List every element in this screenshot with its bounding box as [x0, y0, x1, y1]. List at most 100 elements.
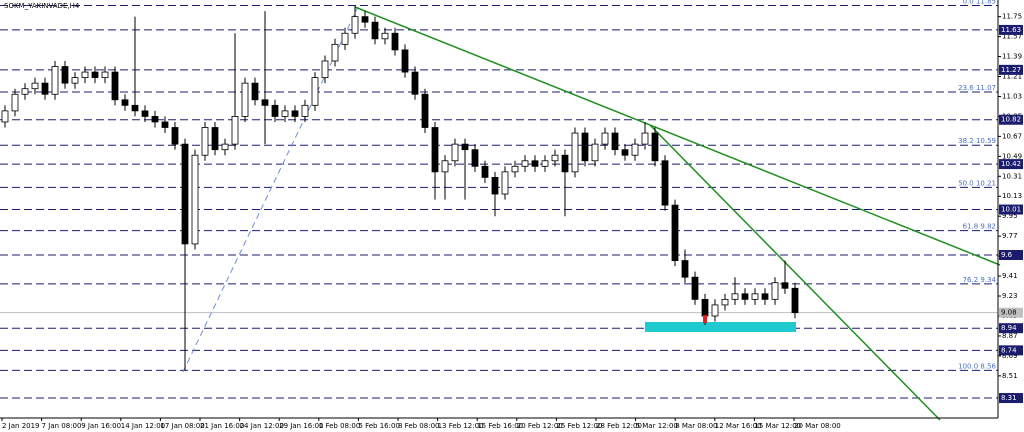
candle-body: [71, 77, 79, 84]
candle-body: [401, 49, 409, 73]
x-tick-label: 15 Mar 12:00: [754, 422, 801, 430]
x-tick-label: 8 Feb 08:00: [398, 422, 439, 430]
candle-body: [451, 143, 459, 162]
y-tick-label: 9.23: [1002, 292, 1018, 300]
level-label: 10.42: [1001, 160, 1021, 168]
x-tick-label: 1 Feb 08:00: [319, 422, 360, 430]
y-tick-label: 9.95: [1002, 212, 1018, 220]
candle-body: [661, 160, 669, 206]
y-tick-label: 10.67: [1002, 132, 1022, 140]
x-tick-label: 20 Mar 08:00: [794, 422, 841, 430]
marker: [703, 315, 707, 323]
y-tick-label: 11.21: [1002, 73, 1022, 81]
y-tick-label: 9.41: [1002, 272, 1018, 280]
candle-body: [211, 127, 219, 151]
y-tick-label: 10.49: [1002, 152, 1022, 160]
candle-body: [411, 71, 419, 95]
x-tick-label: 5 Mar 12:00: [636, 422, 678, 430]
candle-body: [141, 110, 149, 117]
trend-line: [354, 6, 1001, 266]
candle-body: [51, 66, 59, 95]
candle-body: [781, 282, 789, 289]
x-tick-label: 25 Feb 12:00: [556, 422, 602, 430]
candle-body: [271, 104, 279, 117]
candle-body: [221, 143, 229, 151]
candle-body: [351, 16, 359, 34]
candle-body: [301, 104, 309, 117]
y-tick-label: 8.69: [1002, 352, 1018, 360]
candle-body: [251, 82, 259, 101]
level-box: [999, 204, 1023, 215]
candle-body: [521, 160, 529, 167]
candle-body: [651, 132, 659, 162]
candle-body: [631, 143, 639, 156]
candle-body: [581, 132, 589, 162]
x-tick-label: 24 Jan 12:00: [240, 422, 284, 430]
candle-body: [471, 149, 479, 167]
candle-body: [571, 132, 579, 173]
y-tick-label: 8.87: [1002, 332, 1018, 340]
candle-body: [681, 260, 689, 278]
candle-body: [191, 154, 199, 245]
levels: [0, 5, 998, 399]
fib-label: 23.6 11.07: [958, 84, 996, 92]
candle-body: [41, 82, 49, 95]
candle-body: [231, 116, 239, 145]
level-label: 10.82: [1001, 116, 1021, 124]
x-tick-label: 12 Mar 16:00: [715, 422, 762, 430]
level-box: [999, 393, 1023, 404]
candle-body: [11, 93, 19, 112]
candle-body: [281, 110, 289, 117]
candle-body: [461, 143, 469, 151]
candle-body: [621, 149, 629, 156]
x-tick-label: 8 Mar 08:00: [675, 422, 717, 430]
fibo-line: [182, 6, 359, 373]
candle-body: [601, 132, 609, 145]
level-label: 8.31: [1001, 394, 1017, 402]
x-tick-label: 29 Jan 16:00: [279, 422, 323, 430]
candle-body: [121, 99, 129, 106]
y-tick-label: 11.75: [1002, 13, 1022, 21]
fib-label: 38.2 10.59: [958, 137, 996, 145]
price-box: [999, 307, 1023, 318]
candle-body: [241, 82, 249, 117]
x-tick-label: 7 Jan 08:00: [42, 422, 82, 430]
x-tick-label: 28 Feb 12:00: [596, 422, 642, 430]
x-tick-label: 20 Feb 12:00: [517, 422, 563, 430]
candle-body: [321, 60, 329, 79]
candle-body: [381, 32, 389, 40]
x-tick-label: 17 Jan 08:00: [160, 422, 204, 430]
level-box: [999, 114, 1023, 125]
candle-body: [751, 293, 759, 300]
candle-body: [531, 160, 539, 167]
trend-line: [649, 124, 941, 421]
level-box: [999, 345, 1023, 356]
candle-body: [311, 77, 319, 106]
level-label: 9.6: [1001, 251, 1013, 259]
candle-body: [551, 154, 559, 162]
level-box: [999, 250, 1023, 261]
candle-body: [721, 298, 729, 306]
candle-body: [81, 71, 89, 79]
candle-body: [441, 160, 449, 173]
y-tick-label: 11.03: [1002, 92, 1022, 100]
candle-body: [731, 293, 739, 300]
candle-body: [711, 304, 719, 317]
fib-label: 50.0 10.21: [958, 179, 996, 187]
level-label: 11.27: [1001, 66, 1021, 74]
candle-body: [111, 71, 119, 101]
candle-body: [511, 165, 519, 173]
candle-body: [261, 99, 269, 106]
fib-label: 76.2 9.34: [963, 276, 997, 284]
y-tick-label: 9.77: [1002, 232, 1018, 240]
price-label: 9.08: [1001, 309, 1017, 317]
y-tick-label: 11.57: [1002, 33, 1022, 41]
fib-label: 61.8 9.82: [963, 223, 996, 231]
candle-body: [561, 154, 569, 173]
candle-body: [131, 104, 139, 112]
candle-body: [21, 88, 29, 95]
candle-body: [501, 171, 509, 195]
candle-body: [481, 165, 489, 178]
